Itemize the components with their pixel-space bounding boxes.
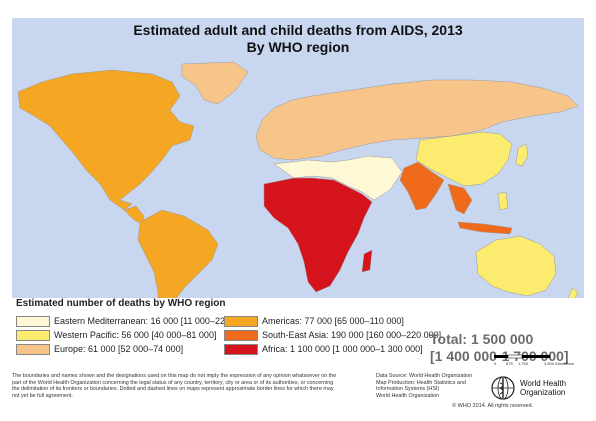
copyright: © WHO 2014. All rights reserved.	[452, 403, 534, 409]
data-source: Data Source: World Health Organization M…	[376, 373, 486, 399]
scale-bar-segment	[522, 355, 550, 358]
legend-label: Western Pacific: 56 000 [40 000–81 000]	[54, 330, 217, 340]
legend-label: Africa: 1 100 000 [1 000 000–1 300 000]	[262, 344, 423, 354]
scale-bar-segment	[494, 355, 508, 358]
legend-swatch	[16, 329, 50, 341]
legend-label: Eastern Mediterranean: 16 000 [11 000–22…	[54, 316, 245, 326]
legend-swatch	[16, 315, 50, 327]
map-region-western-pacific-east-asia	[415, 131, 513, 187]
legend-swatch	[16, 343, 50, 355]
legend: Estimated number of deaths by WHO region…	[12, 298, 584, 368]
legend-swatch	[224, 329, 258, 341]
map-region-americas-south	[137, 209, 219, 315]
legend-label: Americas: 77 000 [65 000–110 000]	[262, 316, 404, 326]
map-region-europe	[255, 79, 579, 161]
world-map-svg	[17, 61, 579, 315]
map-region-south-east-asia-indonesia	[457, 221, 513, 235]
map-header: Estimated adult and child deaths from AI…	[12, 18, 584, 60]
legend-item-eastern-mediterranean: Eastern Mediterranean: 16 000 [11 000–22…	[16, 315, 245, 327]
world-map	[12, 60, 584, 320]
map-region-americas-north	[17, 69, 195, 211]
scale-tick-label: 0	[494, 361, 497, 366]
map-subtitle: By WHO region	[246, 39, 350, 55]
scale-tick-label: 3,500 Kilometers	[544, 361, 574, 366]
legend-swatch	[224, 343, 258, 355]
map-region-greenland	[181, 61, 249, 105]
who-name-line: Organization	[520, 388, 566, 397]
map-region-western-pacific-australia	[475, 235, 557, 297]
legend-label: Europe: 61 000 [52 000–74 000]	[54, 344, 184, 354]
source-line: Information Systems (HSI)	[376, 386, 440, 393]
who-name-line: World Health	[520, 379, 567, 388]
legend-item-americas: Americas: 77 000 [65 000–110 000]	[224, 315, 404, 327]
map-region-africa-madagascar	[361, 249, 373, 273]
source-line: Map Production: Health Statistics and	[376, 379, 466, 386]
scale-tick-label: 1,750	[518, 361, 529, 366]
scale-bar-segment	[507, 354, 523, 359]
total-value: Total: 1 500 000	[430, 331, 534, 347]
legend-item-europe: Europe: 61 000 [52 000–74 000]	[16, 343, 183, 355]
map-title: Estimated adult and child deaths from AI…	[133, 22, 463, 38]
map-disclaimer: The boundaries and names shown and the d…	[12, 373, 337, 399]
map-region-americas-central	[123, 205, 145, 225]
map-region-south-east-asia-mainland	[447, 183, 473, 215]
who-emblem-icon	[491, 376, 515, 400]
source-line: World Health Organization	[376, 392, 440, 399]
legend-item-africa: Africa: 1 100 000 [1 000 000–1 300 000]	[224, 343, 423, 355]
who-name: World Health Organization	[520, 379, 566, 397]
map-region-eastern-mediterranean	[273, 155, 403, 201]
legend-item-western-pacific: Western Pacific: 56 000 [40 000–81 000]	[16, 329, 216, 341]
source-line: Data Source: World Health Organization	[376, 373, 473, 379]
map-region-western-pacific-philippines	[497, 191, 509, 211]
legend-swatch	[224, 315, 258, 327]
map-region-africa	[263, 177, 373, 293]
map-region-south-east-asia-india	[399, 161, 445, 211]
legend-title: Estimated number of deaths by WHO region	[16, 298, 226, 309]
legend-item-south-east-asia: South-East Asia: 190 000 [160 000–220 00…	[224, 329, 441, 341]
scale-bar: 0 875 1,750 3,500 Kilometers	[494, 354, 574, 366]
who-logo: World Health Organization	[490, 374, 586, 402]
legend-label: South-East Asia: 190 000 [160 000–220 00…	[262, 330, 442, 340]
scale-tick-label: 875	[506, 361, 513, 366]
map-region-western-pacific-japan	[515, 143, 529, 167]
